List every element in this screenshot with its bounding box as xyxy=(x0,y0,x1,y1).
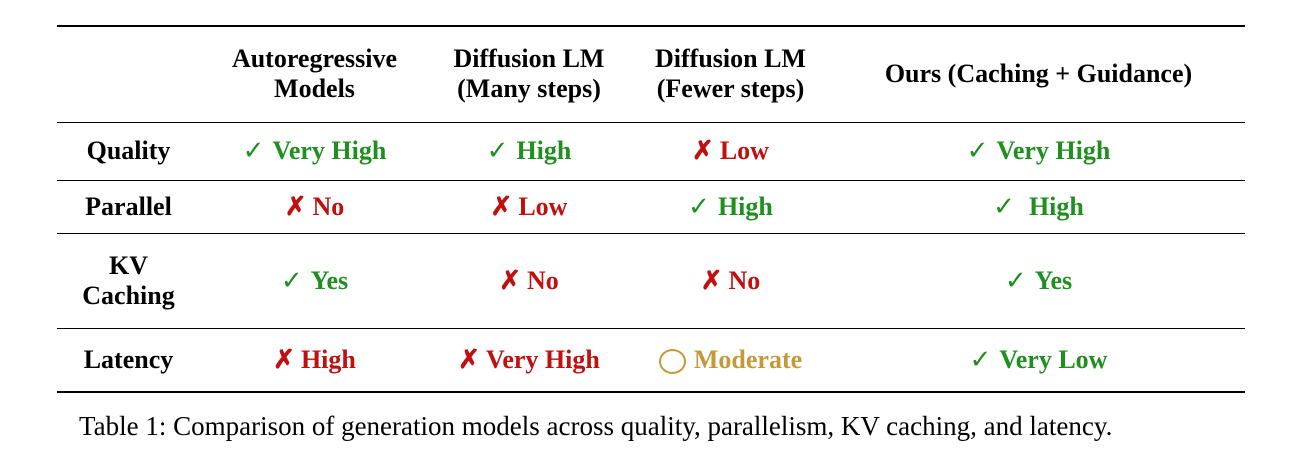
cell-text: High xyxy=(516,136,572,165)
table-cell: ✓ High xyxy=(629,180,832,233)
check-icon: ✓ xyxy=(966,136,989,165)
cell-text: High xyxy=(717,191,773,221)
table-header-row: Autoregressive Models Diffusion LM (Many… xyxy=(57,26,1245,122)
row-label-latency: Latency xyxy=(83,344,174,374)
table-cell: ✗ Very High xyxy=(429,328,629,392)
comparison-table: Autoregressive Models Diffusion LM (Many… xyxy=(57,25,1245,393)
cell-text: Very Low xyxy=(999,344,1108,374)
cell-text: Low xyxy=(518,191,568,221)
check-icon: ✓ xyxy=(993,191,1015,221)
row-label-line: Caching xyxy=(82,280,175,310)
cell-text: Very High xyxy=(272,136,387,165)
check-icon: ✓ xyxy=(242,136,265,165)
table-cell: ✓ Very High xyxy=(200,122,429,180)
cell-text: Yes xyxy=(310,265,349,295)
cell-text: High xyxy=(1028,191,1084,221)
table-cell: ✓ Yes xyxy=(200,233,429,328)
table-cell: Moderate xyxy=(629,328,832,392)
header-line: (Many steps) xyxy=(457,74,601,104)
table-cell: ✗ No xyxy=(429,233,629,328)
check-icon: ✓ xyxy=(280,265,303,295)
table-cell: ✗ High xyxy=(200,328,429,392)
header-line: (Fewer steps) xyxy=(656,74,805,104)
table-cell: ✓ Very Low xyxy=(832,328,1245,392)
header-line: Diffusion LM xyxy=(655,44,806,74)
cell-text: Yes xyxy=(1034,265,1073,295)
cross-icon: ✗ xyxy=(284,191,307,221)
cell-text: No xyxy=(527,265,559,295)
row-label-line: KV xyxy=(109,250,148,280)
table-cell: ✗ No xyxy=(629,233,832,328)
table-row-quality: Quality ✓ Very High ✓ High ✗ Low ✓ Very High xyxy=(57,122,1245,180)
table-row-latency: Latency ✗ High ✗ Very High Moderate ✓ Very … xyxy=(57,328,1245,392)
header-diffusion-many: Diffusion LM (Many steps) xyxy=(429,26,629,122)
check-icon: ✓ xyxy=(1004,265,1027,295)
row-label-kv-caching: KV Caching xyxy=(57,233,200,328)
header-line: Diffusion LM xyxy=(453,44,605,74)
circle-icon xyxy=(658,348,686,374)
table-caption: Table 1: Comparison of generation models… xyxy=(79,411,1113,441)
cell-text: High xyxy=(300,344,356,374)
header-line: Models xyxy=(274,74,355,104)
header-autoregressive: Autoregressive Models xyxy=(200,26,429,122)
cell-text: Low xyxy=(719,136,769,165)
table-cell: ✓ Yes xyxy=(832,233,1245,328)
table-row-kv-caching: KV Caching ✓ Yes ✗ No ✗ No ✓ Yes xyxy=(57,233,1245,328)
table-cell: ✓ Very High xyxy=(832,122,1245,180)
header-empty-cell xyxy=(57,26,200,122)
table-cell: ✗ Low xyxy=(429,180,629,233)
header-ours: Ours (Caching + Guidance) xyxy=(832,26,1245,122)
header-diffusion-fewer: Diffusion LM (Fewer steps) xyxy=(629,26,832,122)
table-cell: ✗ Low xyxy=(629,122,832,180)
cell-text: No xyxy=(728,265,761,295)
header-line: Autoregressive xyxy=(231,44,398,74)
cross-icon: ✗ xyxy=(458,344,480,374)
cell-text: Moderate xyxy=(693,344,803,374)
row-label-quality: Quality xyxy=(86,136,171,165)
header-line: Ours (Caching + Guidance) xyxy=(884,59,1193,89)
table-row-parallel: Parallel ✗ No ✗ Low ✓ High ✓ High xyxy=(57,180,1245,233)
cross-icon: ✗ xyxy=(692,136,714,165)
check-icon: ✓ xyxy=(688,191,710,221)
cell-text: Very High xyxy=(996,136,1111,165)
cross-icon: ✗ xyxy=(700,265,723,295)
cross-icon: ✗ xyxy=(273,344,295,374)
check-icon: ✓ xyxy=(486,136,509,165)
table-cell: ✓ High xyxy=(429,122,629,180)
cross-icon: ✗ xyxy=(490,191,513,221)
row-label-parallel: Parallel xyxy=(85,191,172,221)
comparison-table-container: Autoregressive Models Diffusion LM (Many… xyxy=(57,25,1245,393)
cross-icon: ✗ xyxy=(499,265,521,295)
table-cell: ✓ High xyxy=(832,180,1245,233)
check-icon: ✓ xyxy=(969,344,992,374)
cell-text: Very High xyxy=(485,344,600,374)
cell-text: No xyxy=(312,191,345,221)
table-cell: ✗ No xyxy=(200,180,429,233)
